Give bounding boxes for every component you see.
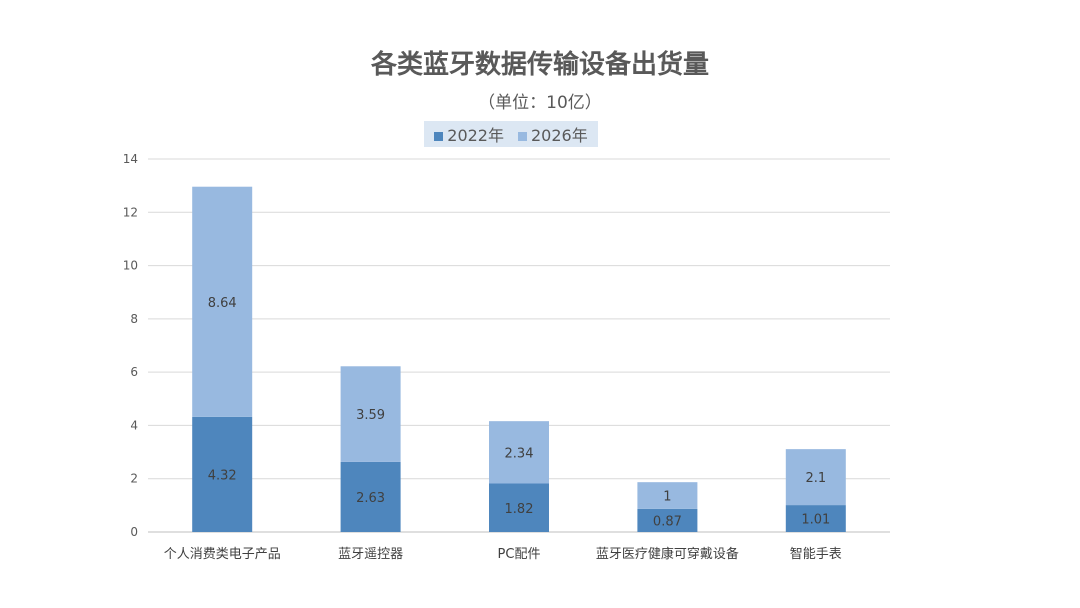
legend-label-2022: 2022年 <box>447 126 504 145</box>
y-tick-label: 10 <box>123 259 138 273</box>
bar-2022 <box>785 505 846 532</box>
data-label: 2.1 <box>805 471 826 486</box>
legend-swatch-2022 <box>434 132 444 141</box>
y-tick-label: 2 <box>130 472 138 486</box>
x-tick-label: 蓝牙医疗健康可穿戴设备 <box>596 546 739 562</box>
bar-2022 <box>489 483 549 532</box>
y-tick-label: 8 <box>130 312 138 326</box>
bar-2026 <box>489 421 549 484</box>
data-label: 1.01 <box>801 513 830 528</box>
data-label: 1.82 <box>505 502 534 517</box>
bar-2026 <box>785 449 846 506</box>
y-tick-label: 4 <box>130 418 138 432</box>
x-tick-label: 智能手表 <box>790 547 842 562</box>
legend-item-2026: 2026年 <box>518 122 588 146</box>
legend: 2022年 2026年 <box>424 121 598 147</box>
data-label: 8.64 <box>208 296 237 311</box>
data-label: 0.87 <box>653 514 682 529</box>
y-tick-label: 12 <box>123 205 138 219</box>
x-tick-label: 蓝牙遥控器 <box>338 547 403 562</box>
data-label: 1 <box>663 489 671 504</box>
legend-item-2022: 2022年 <box>434 122 504 146</box>
x-tick-label: PC配件 <box>498 547 541 562</box>
legend-swatch-2026 <box>518 132 527 141</box>
y-tick-label: 6 <box>130 365 138 379</box>
chart-title: 各类蓝牙数据传输设备出货量 <box>370 50 709 80</box>
data-label: 2.34 <box>505 446 534 461</box>
bar-2022 <box>340 461 401 532</box>
data-label: 2.63 <box>356 491 385 506</box>
chart-subtitle: （单位：10亿） <box>478 93 602 113</box>
y-tick-label: 0 <box>130 525 138 539</box>
bar-2022 <box>637 508 698 532</box>
data-label: 4.32 <box>208 468 237 483</box>
x-tick-label: 个人消费类电子产品 <box>164 547 281 562</box>
bar-2022 <box>192 416 253 532</box>
data-label: 3.59 <box>356 408 385 423</box>
bar-2026 <box>192 186 253 417</box>
y-tick-label: 14 <box>123 152 138 166</box>
bar-2026 <box>340 366 401 462</box>
legend-label-2026: 2026年 <box>531 126 588 145</box>
bar-2026 <box>637 482 698 509</box>
